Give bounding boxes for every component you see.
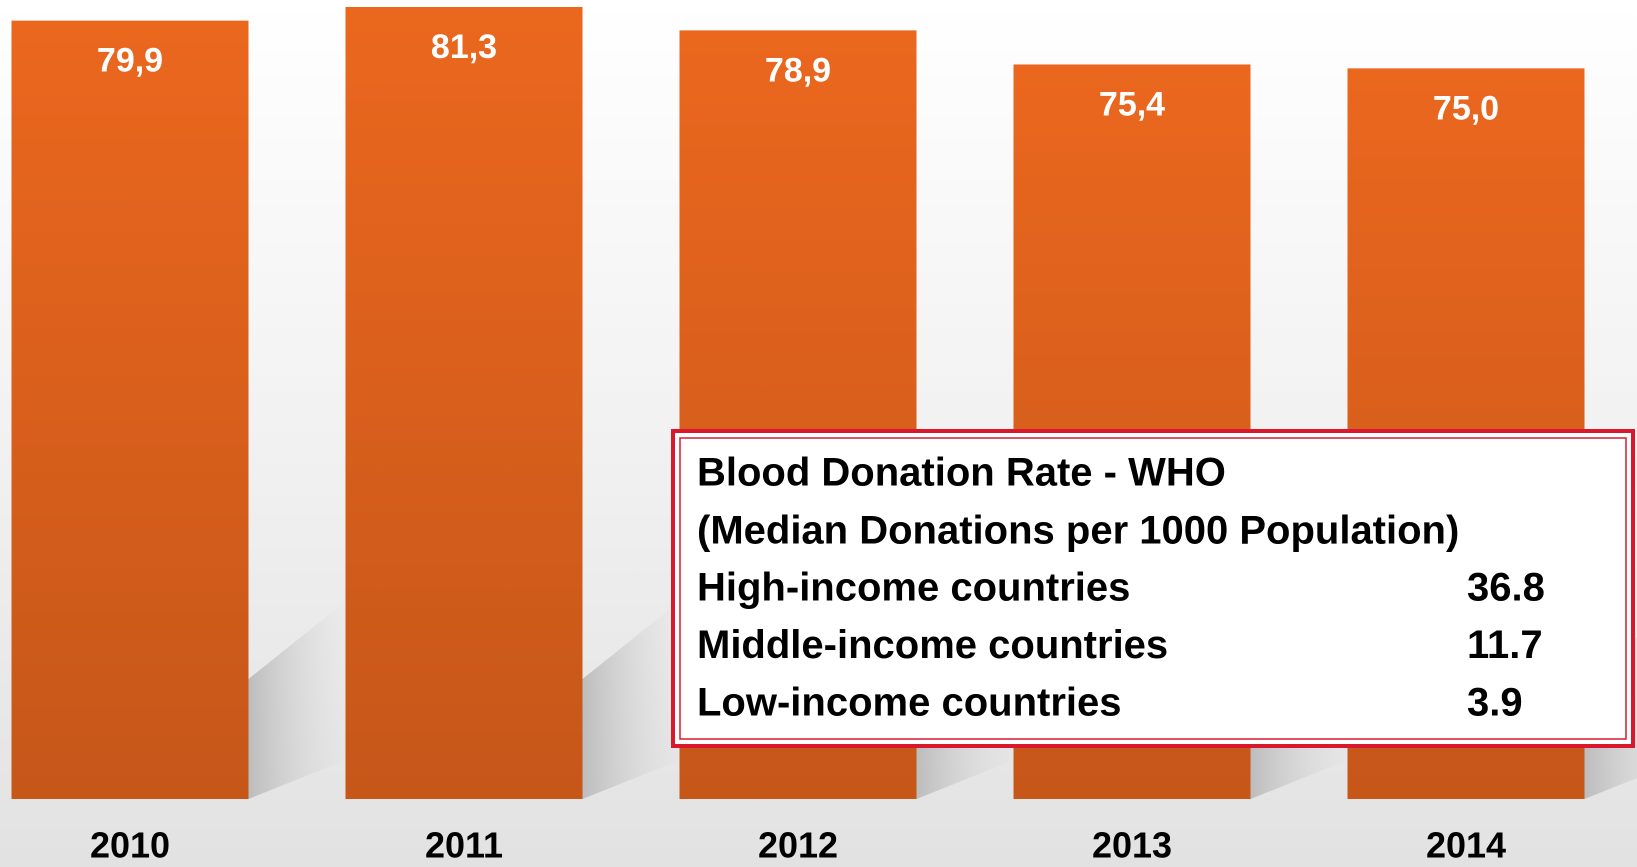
info-row-label: High-income countries — [697, 566, 1130, 610]
info-box-border — [671, 429, 1635, 748]
bar-shade — [345, 7, 583, 799]
bar-shadow — [248, 599, 349, 799]
info-box-inner-border — [679, 437, 1627, 740]
info-box: Blood Donation Rate - WHO (Median Donati… — [671, 429, 1635, 748]
info-row-value: 3.9 — [1467, 681, 1523, 725]
value-label: 75,0 — [1433, 89, 1499, 127]
x-tick-label: 2010 — [90, 825, 170, 866]
value-label: 79,9 — [97, 42, 163, 80]
x-tick-label: 2011 — [425, 825, 503, 866]
x-tick-label: 2013 — [1092, 825, 1172, 866]
value-label: 75,4 — [1099, 85, 1165, 123]
info-rows: High-income countries 36.8 Middle-income c… — [697, 566, 1545, 725]
x-tick-label: 2012 — [758, 825, 838, 866]
x-tick-label: 2014 — [1426, 825, 1506, 866]
info-row-value: 11.7 — [1467, 623, 1543, 667]
info-row-label: Middle-income countries — [697, 623, 1168, 667]
bar-shadow — [582, 599, 683, 799]
bar-shade — [11, 20, 249, 800]
info-row-label: Low-income countries — [697, 681, 1122, 725]
info-subtitle: (Median Donations per 1000 Population) — [697, 509, 1459, 553]
value-label: 81,3 — [431, 28, 497, 66]
info-title: Blood Donation Rate - WHO — [697, 451, 1226, 495]
info-row-value: 36.8 — [1467, 566, 1545, 610]
value-label: 78,9 — [765, 51, 831, 89]
